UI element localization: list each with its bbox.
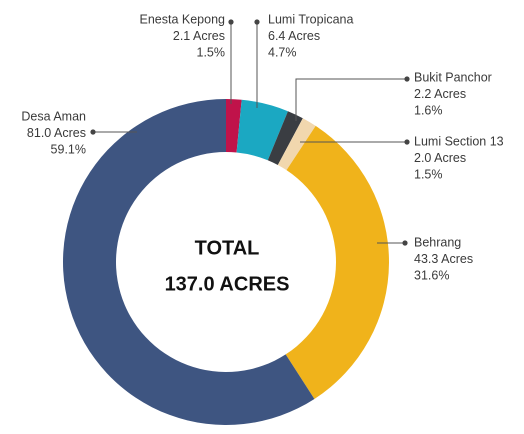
value-label: 43.3 Acres (414, 252, 473, 266)
donut-segment (285, 125, 389, 399)
leader-dot (254, 19, 260, 25)
donut (62, 99, 389, 425)
value-label: 2.1 Acres (173, 29, 225, 43)
category-label: Behrang (414, 235, 461, 249)
donut-segment (277, 118, 316, 171)
value-label: 2.2 Acres (414, 87, 466, 101)
total-label: 137.0 ACRES (165, 273, 290, 295)
percent-label: 59.1% (51, 142, 86, 156)
category-label: Enesta Kepong (140, 12, 226, 26)
leader-dot (402, 240, 408, 246)
value-label: 6.4 Acres (268, 29, 320, 43)
percent-label: 1.5% (414, 167, 443, 181)
percent-label: 4.7% (268, 45, 297, 59)
donut-segment (226, 99, 242, 153)
leader-line (295, 78, 407, 121)
leader-dot (404, 139, 410, 145)
value-label: 2.0 Acres (414, 151, 466, 165)
category-label: Bukit Panchor (414, 70, 492, 84)
percent-label: 1.6% (414, 103, 443, 117)
percent-label: 1.5% (197, 45, 226, 59)
leader-dot (404, 76, 410, 82)
leader-dot (90, 129, 96, 135)
donut-segment (62, 99, 315, 425)
leader-dot (228, 19, 234, 25)
category-label: Lumi Tropicana (268, 12, 354, 26)
category-label: Desa Aman (21, 109, 86, 123)
category-label: Lumi Section 13 (414, 134, 504, 148)
donut-segment (236, 99, 288, 161)
donut-segment (267, 111, 303, 165)
percent-label: 31.6% (414, 268, 449, 282)
total-title: TOTAL (195, 237, 260, 259)
value-label: 81.0 Acres (27, 126, 86, 140)
labels: Enesta Kepong 2.1 Acres 1.5% Lumi Tropicana… (21, 12, 503, 282)
